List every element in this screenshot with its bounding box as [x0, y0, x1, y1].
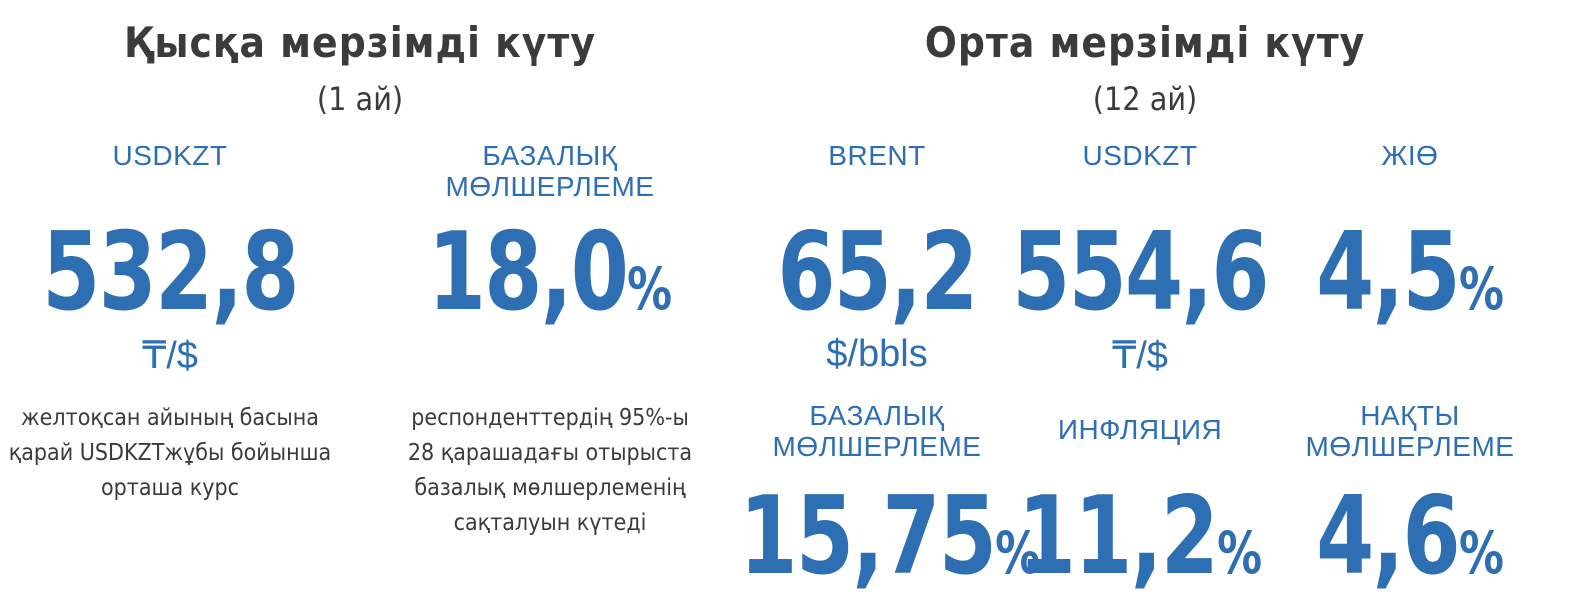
mid-base-rate-number: 15,75	[739, 474, 996, 599]
percent-sign: %	[1458, 519, 1504, 587]
desc-line: орташа курс	[101, 475, 239, 501]
mid-inflation-number: 11,2	[1017, 474, 1219, 599]
mid-brent-value: 65,2	[748, 218, 1006, 328]
mid-real-rate-label: НАҚТЫ МӨЛШЕРЛЕМЕ	[1260, 400, 1560, 462]
label-line: БАЗАЛЫҚ	[809, 400, 945, 431]
mid-brent-number: 65,2	[777, 210, 978, 335]
desc-line: қарай USDKZTжұбы бойынша	[8, 440, 332, 466]
short-term-title: Қысқа мерзімді күту	[124, 18, 596, 67]
percent-sign: %	[627, 255, 673, 323]
mid-term-title: Орта мерзімді күту	[924, 18, 1366, 67]
short-usdkzt-number: 532,8	[42, 210, 299, 335]
short-usdkzt-unit: ₸/$	[142, 335, 198, 377]
percent-sign: %	[1458, 255, 1504, 323]
mid-base-rate-value: 15,75%	[739, 482, 1040, 608]
mid-term-period: (12 ай)	[1092, 80, 1198, 118]
desc-line: респонденттердің 95%-ы	[411, 405, 689, 431]
short-term-period: (1 ай)	[316, 80, 404, 118]
desc-line: желтоқсан айының басына	[21, 405, 319, 431]
short-base-rate-value: 18,0%	[412, 218, 687, 344]
label-line: МӨЛШЕРЛЕМЕ	[445, 171, 655, 202]
mid-brent-label: BRENT	[828, 140, 926, 171]
desc-line: базалық мөлшерлеменің	[414, 475, 686, 501]
short-base-rate-description: респонденттердің 95%-ы 28 қарашадағы оты…	[380, 401, 720, 541]
mid-real-rate-value: 4,6%	[1281, 482, 1539, 608]
mid-usdkzt-value: 554,6	[1011, 218, 1269, 328]
mid-gdp-number: 4,5	[1316, 210, 1461, 335]
short-usdkzt-description: желтоқсан айының басына қарай USDKZTжұбы…	[0, 401, 340, 506]
percent-sign: %	[1217, 519, 1263, 587]
mid-gdp-value: 4,5%	[1281, 218, 1539, 344]
mid-inflation-value: 11,2%	[1011, 482, 1269, 608]
desc-line: сақталуын күтеді	[453, 510, 647, 536]
short-usdkzt-value: 532,8	[41, 218, 299, 328]
percent-sign: %	[995, 519, 1041, 587]
label-line: БАЗАЛЫҚ	[482, 140, 618, 171]
mid-base-rate-label: БАЗАЛЫҚ МӨЛШЕРЛЕМЕ	[727, 400, 1027, 462]
mid-brent-unit: $/bbls	[826, 333, 928, 375]
mid-real-rate-number: 4,6	[1316, 474, 1461, 599]
label-line: МӨЛШЕРЛЕМЕ	[772, 431, 982, 462]
mid-gdp-label: ЖІӨ	[1381, 140, 1439, 171]
mid-usdkzt-number: 554,6	[1012, 210, 1269, 335]
desc-line: 28 қарашадағы отырыста	[407, 440, 693, 466]
short-usdkzt-label: USDKZT	[112, 140, 228, 171]
label-line: МӨЛШЕРЛЕМЕ	[1305, 431, 1515, 462]
mid-usdkzt-label: USDKZT	[1082, 140, 1198, 171]
mid-inflation-label: ИНФЛЯЦИЯ	[1057, 414, 1223, 445]
short-base-rate-label: БАЗАЛЫҚ МӨЛШЕРЛЕМЕ	[400, 140, 700, 202]
mid-usdkzt-unit: ₸/$	[1112, 335, 1168, 377]
label-line: НАҚТЫ	[1360, 400, 1460, 431]
short-base-rate-number: 18,0	[427, 210, 629, 335]
